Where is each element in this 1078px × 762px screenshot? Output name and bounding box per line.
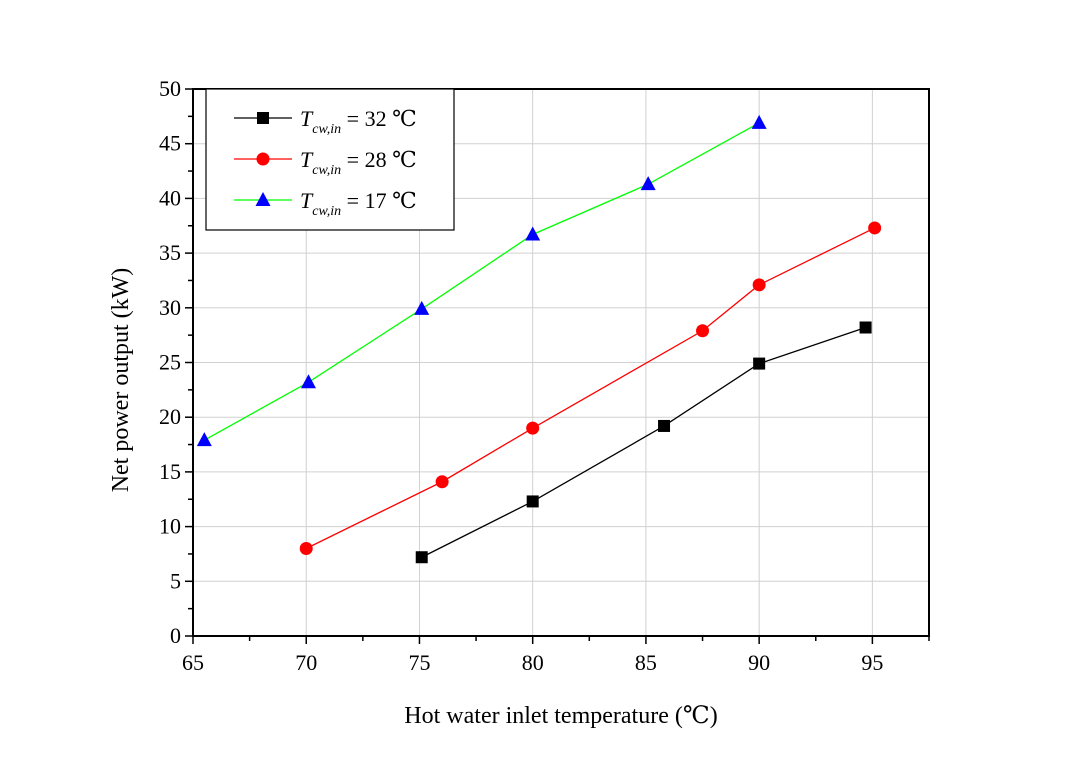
x-tick-label: 65 — [182, 650, 204, 675]
data-point — [753, 357, 766, 370]
data-point — [696, 324, 710, 338]
legend-label: Tcw,in = 32 ℃ — [300, 106, 417, 137]
y-tick-label: 0 — [170, 623, 181, 648]
legend-label: Tcw,in = 28 ℃ — [300, 147, 417, 178]
legend-marker — [255, 192, 271, 206]
series-line — [305, 227, 875, 550]
series-line — [421, 326, 866, 558]
data-point — [299, 541, 313, 555]
data-point — [526, 421, 540, 435]
x-tick-label: 85 — [635, 650, 657, 675]
y-tick-label: 45 — [159, 131, 181, 156]
data-point — [415, 551, 428, 564]
series-line — [204, 122, 760, 441]
series-2 — [299, 221, 882, 555]
data-point — [640, 176, 656, 191]
plot-series — [196, 114, 882, 564]
y-axis-title: Net power output (kW) — [108, 268, 134, 493]
legend-entry: Tcw,in = 32 ℃ — [234, 106, 417, 137]
y-tick-label: 50 — [159, 76, 181, 101]
data-point — [196, 432, 212, 447]
x-tick-label: 70 — [295, 650, 317, 675]
series-1 — [415, 321, 872, 564]
legend: Tcw,in = 32 ℃ Tcw,in = 28 ℃ Tcw,in = 17 ℃ — [205, 88, 455, 231]
x-tick-label: 90 — [748, 650, 770, 675]
data-point — [658, 419, 671, 432]
x-tick-label: 75 — [408, 650, 430, 675]
data-point — [525, 226, 541, 241]
legend-entry: Tcw,in = 17 ℃ — [234, 188, 417, 219]
y-tick-label: 35 — [159, 240, 181, 265]
axes: 65 70 75 80 85 90 95 0 5 10 15 20 25 30 35 40 45 50 — [159, 76, 930, 675]
x-tick-label: 80 — [522, 650, 544, 675]
data-point — [300, 374, 316, 389]
legend-marker — [257, 112, 269, 124]
data-point — [868, 221, 882, 235]
y-tick-label: 10 — [159, 514, 181, 539]
data-point — [859, 321, 872, 334]
y-tick-label: 30 — [159, 295, 181, 320]
data-point — [435, 475, 449, 489]
y-tick-label: 5 — [170, 568, 181, 593]
data-point — [526, 495, 539, 508]
series-3 — [196, 114, 767, 447]
y-tick-label: 20 — [159, 404, 181, 429]
x-tick-label: 95 — [861, 650, 883, 675]
data-point — [414, 300, 430, 315]
y-tick-label: 25 — [159, 350, 181, 375]
data-point — [751, 114, 767, 129]
legend-label: Tcw,in = 17 ℃ — [300, 188, 417, 219]
y-tick-label: 40 — [159, 185, 181, 210]
x-axis-title: Hot water inlet temperature (℃) — [404, 703, 717, 729]
y-tick-label: 15 — [159, 459, 181, 484]
data-point — [752, 278, 766, 292]
legend-entry: Tcw,in = 28 ℃ — [234, 147, 417, 178]
legend-marker — [256, 152, 270, 166]
